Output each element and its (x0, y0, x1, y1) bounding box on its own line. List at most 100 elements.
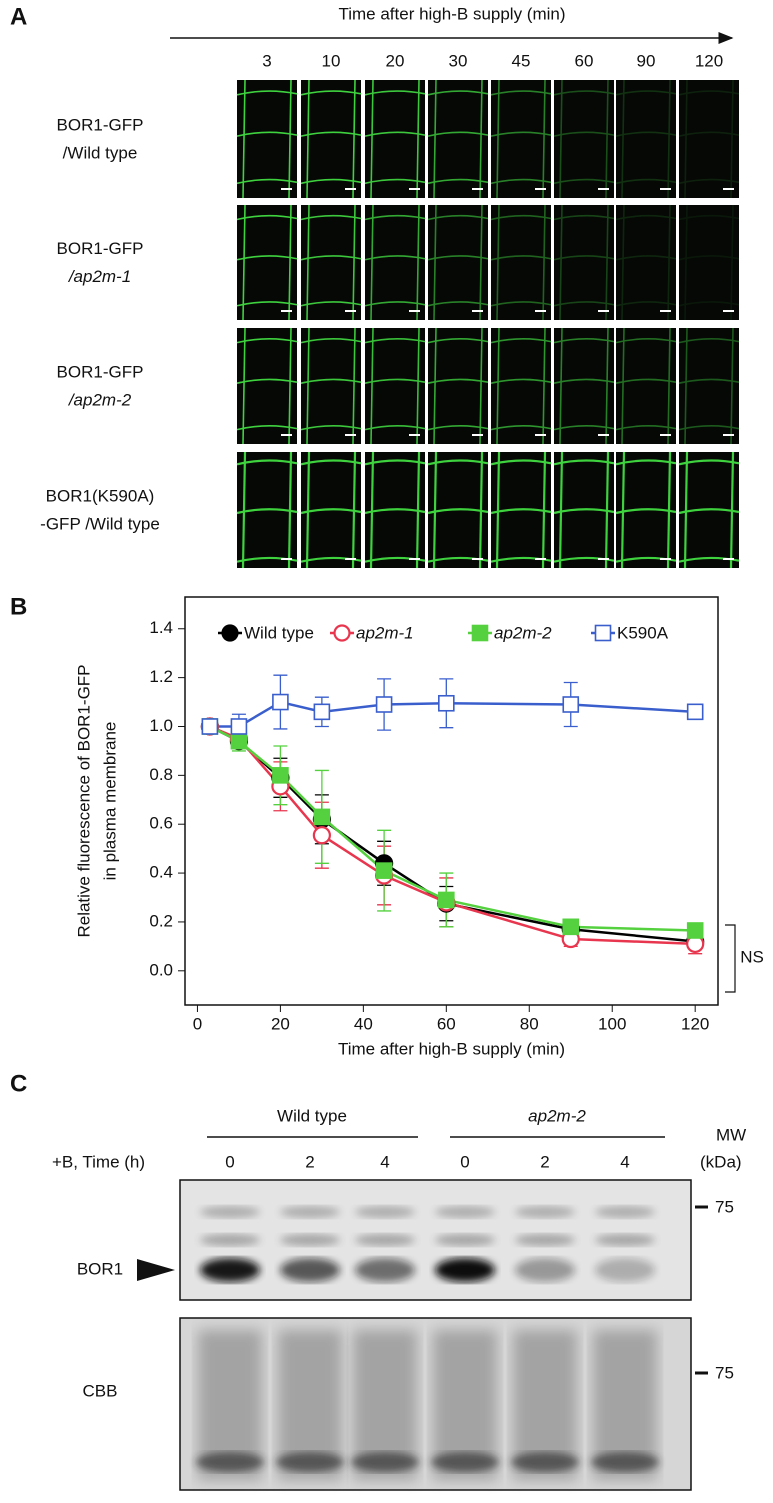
cell-wall (621, 204, 625, 321)
cell-wall (541, 451, 547, 569)
micrograph (491, 205, 551, 320)
x-tick-label: 40 (354, 1014, 373, 1033)
cell-wall (416, 327, 420, 445)
legend-marker (221, 624, 239, 642)
cell-walls (236, 79, 298, 199)
panel-label: A (10, 3, 27, 30)
cell-wall (730, 327, 734, 445)
data-point (438, 694, 455, 712)
cell-wall (364, 508, 426, 515)
blot-band (280, 1258, 340, 1282)
blot-band (515, 1234, 575, 1246)
lane-label: 0 (225, 1152, 234, 1171)
cell-wall (496, 204, 500, 321)
micrograph (679, 80, 739, 198)
micrograph (616, 328, 676, 444)
cell-wall (370, 79, 374, 199)
group-label: ap2m-2 (528, 1106, 586, 1125)
cell-wall (553, 459, 615, 466)
blot-band (355, 1206, 415, 1218)
legend-label: K590A (617, 623, 669, 642)
micrograph (237, 205, 297, 320)
cbb-band (431, 1452, 499, 1472)
cell-walls (678, 327, 740, 445)
cell-wall (300, 214, 362, 221)
micrograph (365, 328, 425, 444)
micrograph-grid: 3 10 20 30 45 60 90 120 BOR1-GFP/Wild type BOR1-G… (40, 51, 740, 569)
blot-band (515, 1258, 575, 1282)
cell-wall (427, 338, 489, 344)
cell-wall (730, 204, 734, 321)
data-point (375, 696, 393, 713)
cell-wall (288, 79, 292, 199)
loading-label: CBB (83, 1381, 118, 1400)
cell-wall (236, 378, 298, 384)
cell-wall (287, 451, 293, 569)
cell-wall (490, 90, 552, 96)
x-tick-label: 0 (193, 1014, 202, 1033)
lane-label: 4 (620, 1152, 629, 1171)
data-point (230, 718, 248, 735)
blot-band (280, 1206, 340, 1218)
blot-band (200, 1206, 260, 1218)
cell-wall (306, 79, 310, 199)
cell-wall (615, 178, 677, 185)
cell-wall (427, 178, 489, 185)
cell-wall (605, 204, 609, 321)
cell-wall (553, 214, 615, 221)
cell-wall (300, 378, 362, 384)
cell-walls (490, 204, 552, 321)
micrograph (428, 80, 488, 198)
cell-wall (678, 301, 740, 307)
cell-wall (300, 338, 362, 344)
mw-marker: 75 (715, 1197, 734, 1216)
micrograph (237, 328, 297, 444)
cell-wall (236, 255, 298, 261)
legend-marker (594, 624, 612, 642)
time-label: 30 (449, 51, 468, 70)
cell-wall (490, 255, 552, 261)
blot-band (595, 1206, 655, 1218)
data-point (230, 732, 248, 750)
cell-wall (496, 79, 500, 199)
micrograph (301, 80, 361, 198)
cell-walls (236, 204, 298, 321)
cell-wall (553, 508, 615, 515)
cell-wall (678, 131, 740, 137)
plot-frame (184, 596, 719, 1006)
micrograph (491, 80, 551, 198)
cell-wall (490, 214, 552, 221)
cell-wall (553, 425, 615, 431)
cell-wall (559, 79, 563, 199)
cell-wall (615, 425, 677, 431)
series-line (209, 725, 696, 946)
row-label: -GFP /Wild type (40, 514, 160, 533)
cell-walls (364, 79, 426, 199)
micrograph (679, 328, 739, 444)
cell-wall (684, 204, 688, 321)
micrograph (554, 328, 614, 444)
cell-wall (678, 90, 740, 96)
panel-a-title: Time after high-B supply (min) (338, 4, 565, 23)
data-point (201, 718, 219, 735)
blot-band (435, 1234, 495, 1246)
y-tick-label: 0.8 (149, 765, 173, 784)
x-axis-label: Time after high-B supply (min) (338, 1039, 565, 1058)
data-point (312, 826, 331, 845)
cell-wall (667, 204, 671, 321)
cbb-band (196, 1452, 264, 1472)
lane-label: 2 (540, 1152, 549, 1171)
time-label: 3 (262, 51, 271, 70)
data-point (686, 703, 704, 721)
y-tick-label: 1.2 (149, 667, 173, 686)
blot-band (515, 1206, 575, 1218)
cell-wall (300, 425, 362, 431)
row-label: /ap2m-2 (68, 390, 132, 409)
cell-wall (490, 131, 552, 137)
row-label: /ap2m-1 (68, 267, 131, 286)
cell-wall (553, 301, 615, 307)
cell-walls (490, 327, 552, 445)
cell-walls (615, 327, 677, 445)
cell-wall (236, 425, 298, 431)
